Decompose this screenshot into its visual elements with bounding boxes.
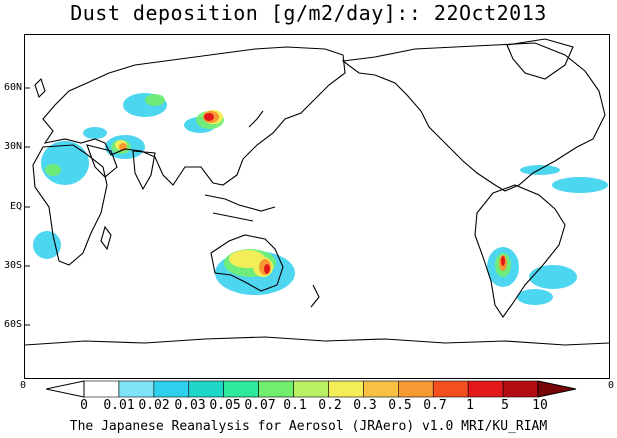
colorbar-right-arrow-icon (537, 380, 577, 398)
colorbar-cell (223, 380, 259, 398)
colorbar-cell (502, 380, 539, 398)
colorbar-label-10: 10 (532, 398, 548, 413)
colorbar-label-0.7: 0.7 (423, 398, 447, 413)
lat-label-60n: 60N (3, 82, 22, 93)
colorbar-cell (328, 380, 364, 398)
colorbar-label-0.5: 0.5 (388, 398, 412, 413)
colorbar-label-0.07: 0.07 (244, 398, 276, 413)
colorbar-label-5: 5 (501, 398, 509, 413)
colorbar-label-0.01: 0.01 (103, 398, 135, 413)
colorbar-cell (118, 380, 155, 398)
colorbar-right-edge-label: 0 (608, 380, 615, 391)
world-coastline-map-icon (24, 38, 610, 346)
colorbar-cell (432, 380, 469, 398)
colorbar-cell (188, 380, 224, 398)
colorbar-label-0.02: 0.02 (138, 398, 170, 413)
colorbar-cell (467, 380, 504, 398)
colorbar-label-0: 0 (80, 398, 88, 413)
map-title: Dust deposition [g/m2/day]:: 22Oct2013 (70, 1, 547, 25)
colorbar-label-0.2: 0.2 (318, 398, 342, 413)
colorbar-left-edge-label: 0 (20, 380, 27, 391)
lat-label-30s: 30S (3, 260, 22, 271)
colorbar-cell (153, 380, 190, 398)
world-map (24, 34, 610, 379)
colorbar-cell (83, 380, 120, 398)
colorbar-left-arrow-icon (46, 380, 85, 398)
lat-label-eq: EQ (9, 201, 22, 212)
colorbar-cell (258, 380, 294, 398)
colorbar (46, 380, 577, 398)
colorbar-label-1: 1 (466, 398, 474, 413)
colorbar-label-0.3: 0.3 (353, 398, 377, 413)
footer-credit: The Japanese Reanalysis for Aerosol (JRA… (69, 419, 548, 434)
colorbar-cell (363, 380, 399, 398)
colorbar-label-0.05: 0.05 (209, 398, 241, 413)
lat-label-60s: 60S (3, 319, 22, 330)
colorbar-cell (293, 380, 329, 398)
colorbar-label-0.03: 0.03 (174, 398, 206, 413)
colorbar-cells (83, 380, 539, 398)
colorbar-cell (398, 380, 434, 398)
lat-label-30n: 30N (3, 141, 22, 152)
colorbar-label-0.1: 0.1 (283, 398, 307, 413)
